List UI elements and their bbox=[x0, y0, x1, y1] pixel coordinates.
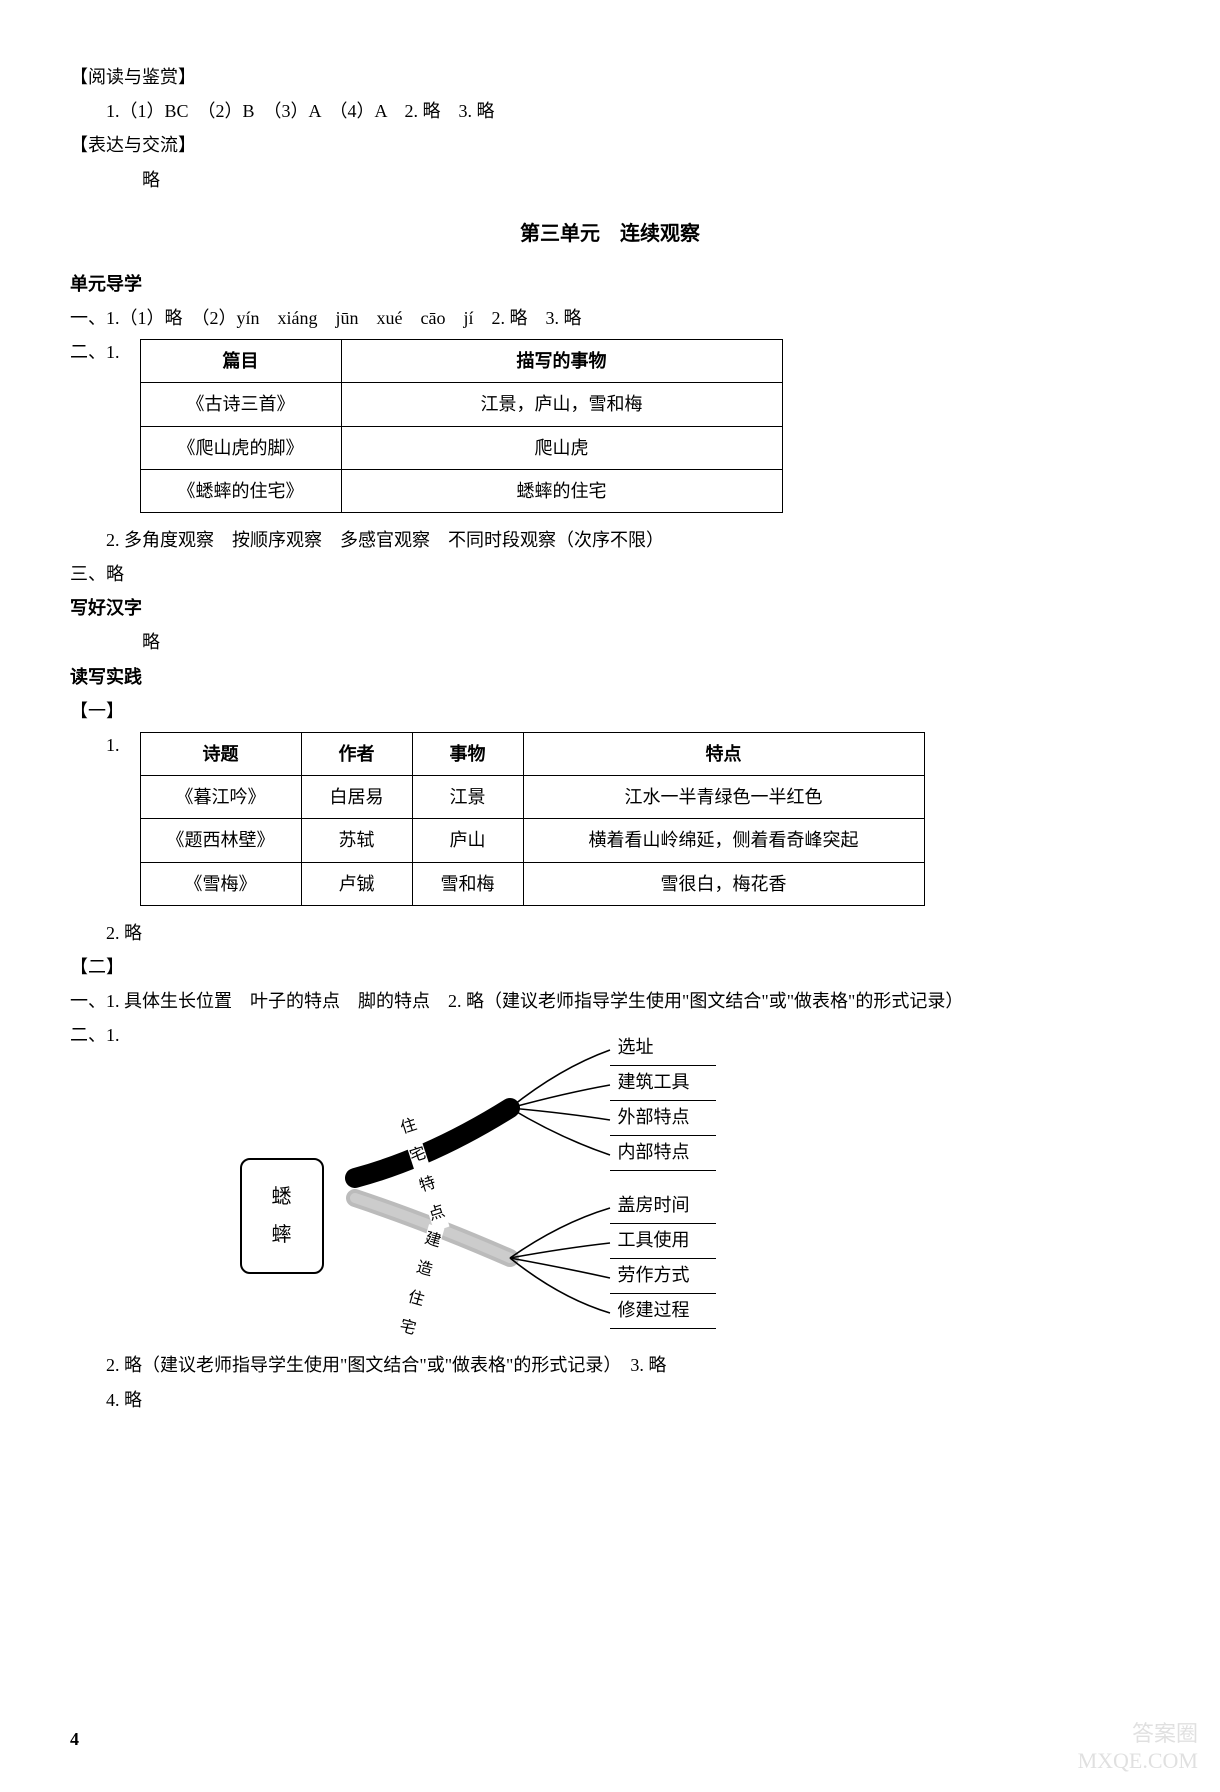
part2-2: 2. 略（建议老师指导学生使用"图文结合"或"做表格"的形式记录） 3. 略 bbox=[70, 1348, 1150, 1382]
page-number: 4 bbox=[70, 1722, 79, 1756]
t1-r2c0: 《蟋蟀的住宅》 bbox=[140, 469, 341, 512]
t2-r2c2: 雪和梅 bbox=[412, 862, 523, 905]
part1-2: 2. 略 bbox=[70, 916, 1150, 950]
t2-h2: 作者 bbox=[301, 733, 412, 776]
mm-root: 蟋蟀 bbox=[240, 1158, 324, 1274]
table-row: 《暮江吟》 白居易 江景 江水一半青绿色一半红色 bbox=[140, 776, 924, 819]
t2-h4: 特点 bbox=[523, 733, 924, 776]
mm-leaf: 外部特点 bbox=[610, 1100, 716, 1135]
reading-header: 【阅读与鉴赏】 bbox=[70, 60, 1150, 94]
table-row: 《爬山虎的脚》 爬山虎 bbox=[140, 426, 782, 469]
t2-r2c0: 《雪梅》 bbox=[140, 862, 301, 905]
part2-er-label: 二、1. bbox=[70, 1018, 120, 1052]
watermark-l1: 答案圈 bbox=[1078, 1721, 1198, 1747]
t1-r0c0: 《古诗三首》 bbox=[140, 383, 341, 426]
t2-r1c3: 横着看山岭绵延，侧着看奇峰突起 bbox=[523, 819, 924, 862]
daoxue-san: 三、略 bbox=[70, 557, 1150, 591]
unit3-title: 第三单元 连续观察 bbox=[70, 215, 1150, 253]
watermark: 答案圈 MXQE.COM bbox=[1078, 1721, 1198, 1774]
daoxue-er-2: 2. 多角度观察 按顺序观察 多感官观察 不同时段观察（次序不限） bbox=[70, 523, 1150, 557]
part1-label: 1. bbox=[70, 728, 120, 762]
express-header: 【表达与交流】 bbox=[70, 128, 1150, 162]
mm-leaf: 劳作方式 bbox=[610, 1258, 716, 1293]
table-row: 《雪梅》 卢铖 雪和梅 雪很白，梅花香 bbox=[140, 862, 924, 905]
table-row: 《蟋蟀的住宅》 蟋蟀的住宅 bbox=[140, 469, 782, 512]
part2-header: 【二】 bbox=[70, 950, 1150, 984]
mm-leaf: 盖房时间 bbox=[610, 1188, 716, 1223]
part2-4: 4. 略 bbox=[70, 1383, 1150, 1417]
t2-r1c1: 苏轼 bbox=[301, 819, 412, 862]
table-shiti: 诗题 作者 事物 特点 《暮江吟》 白居易 江景 江水一半青绿色一半红色 《题西… bbox=[140, 732, 925, 906]
t2-r1c2: 庐山 bbox=[412, 819, 523, 862]
t2-r0c3: 江水一半青绿色一半红色 bbox=[523, 776, 924, 819]
t1-r2c1: 蟋蟀的住宅 bbox=[341, 469, 782, 512]
part2-yi: 一、1. 具体生长位置 叶子的特点 脚的特点 2. 略（建议老师指导学生使用"图… bbox=[70, 984, 1150, 1018]
mm-leaf: 修建过程 bbox=[610, 1293, 716, 1328]
mm-leaf: 建筑工具 bbox=[610, 1065, 716, 1100]
t2-r0c1: 白居易 bbox=[301, 776, 412, 819]
xiehao-header: 写好汉字 bbox=[70, 591, 1150, 625]
t2-h1: 诗题 bbox=[140, 733, 301, 776]
duxie-header: 读写实践 bbox=[70, 660, 1150, 694]
t2-r2c1: 卢铖 bbox=[301, 862, 412, 905]
daoxue-er-label: 二、1. bbox=[70, 335, 120, 369]
t1-r0c1: 江景，庐山，雪和梅 bbox=[341, 383, 782, 426]
reading-line1: 1.（1）BC （2）B （3）A （4）A 2. 略 3. 略 bbox=[70, 94, 1150, 128]
unit-daoxue: 单元导学 bbox=[70, 267, 1150, 301]
t1-h1: 篇目 bbox=[140, 340, 341, 383]
t2-r0c0: 《暮江吟》 bbox=[140, 776, 301, 819]
t2-r1c0: 《题西林壁》 bbox=[140, 819, 301, 862]
mm-leaf: 内部特点 bbox=[610, 1135, 716, 1170]
table-row: 《题西林壁》 苏轼 庐山 横着看山岭绵延，侧着看奇峰突起 bbox=[140, 819, 924, 862]
t2-r2c3: 雪很白，梅花香 bbox=[523, 862, 924, 905]
t2-r0c2: 江景 bbox=[412, 776, 523, 819]
watermark-l2: MXQE.COM bbox=[1078, 1748, 1198, 1774]
part1-header: 【一】 bbox=[70, 694, 1150, 728]
xiehao-content: 略 bbox=[70, 625, 1150, 659]
table-row: 《古诗三首》 江景，庐山，雪和梅 bbox=[140, 383, 782, 426]
daoxue-yi: 一、1.（1）略 （2）yín xiáng jūn xué cāo jí 2. … bbox=[70, 301, 1150, 335]
table-pianmu: 篇目 描写的事物 《古诗三首》 江景，庐山，雪和梅 《爬山虎的脚》 爬山虎 《蟋… bbox=[140, 339, 783, 513]
t1-h2: 描写的事物 bbox=[341, 340, 782, 383]
t1-r1c0: 《爬山虎的脚》 bbox=[140, 426, 341, 469]
t1-r1c1: 爬山虎 bbox=[341, 426, 782, 469]
t2-h3: 事物 bbox=[412, 733, 523, 776]
mm-leaf: 选址 bbox=[610, 1030, 716, 1065]
mm-leaf: 工具使用 bbox=[610, 1223, 716, 1258]
express-content: 略 bbox=[70, 163, 1150, 197]
